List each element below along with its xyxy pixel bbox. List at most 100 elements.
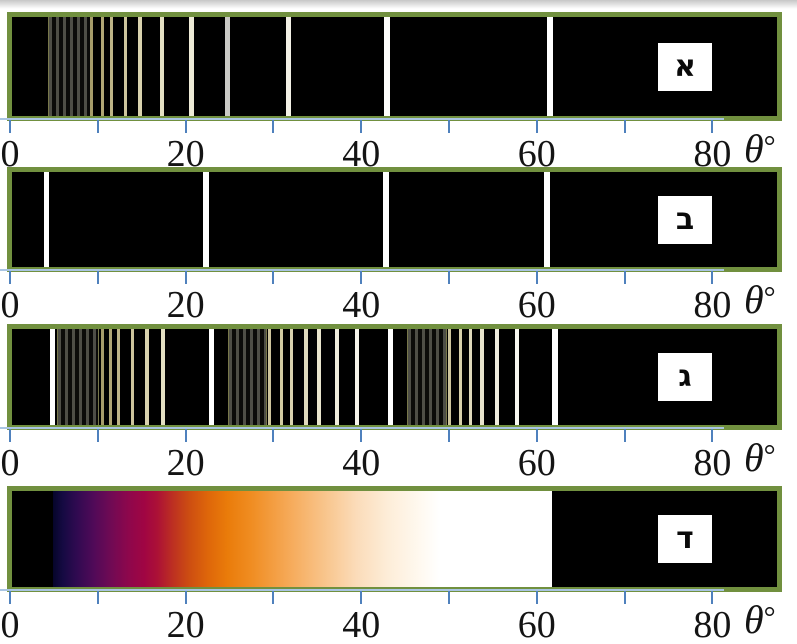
- theta-axis-tick: [535, 591, 538, 604]
- panel-label-letter: ב: [675, 202, 695, 237]
- spectrum-strip-inner: ג: [12, 329, 777, 425]
- theta-axis-line: [0, 269, 724, 271]
- spectral-line: [225, 17, 231, 116]
- spectral-line: [458, 329, 462, 425]
- theta-axis-tick: [711, 120, 714, 133]
- theta-axis-tick: [711, 271, 714, 284]
- spectral-line: [268, 329, 272, 425]
- spectral-line: [387, 329, 393, 425]
- theta-axis-tick-label: 0: [0, 442, 20, 484]
- theta-axis-tick: [9, 591, 11, 604]
- theta-axis-tick-label: 60: [517, 133, 556, 175]
- theta-axis-tick-label: 80: [693, 284, 732, 326]
- panel-label-letter: ג: [678, 359, 692, 394]
- theta-axis-tick: [535, 271, 538, 284]
- theta-axis-tick-label: 60: [517, 442, 556, 484]
- theta-axis-tick-label: 0: [0, 284, 20, 326]
- spectral-line: [334, 329, 339, 425]
- theta-axis-tick: [360, 591, 363, 604]
- theta-axis-tick: [96, 271, 99, 284]
- theta-axis-tick-label: 20: [166, 442, 205, 484]
- theta-axis-tick-label: 20: [166, 604, 205, 644]
- theta-axis-tick: [184, 271, 187, 284]
- theta-symbol: θ: [744, 126, 764, 171]
- theta-axis-line: [0, 118, 724, 120]
- theta-axis-tick: [448, 120, 450, 133]
- theta-axis-tick: [535, 120, 538, 133]
- theta-axis-tick: [272, 591, 275, 604]
- theta-axis-tick: [272, 429, 275, 442]
- theta-axis-tick: [96, 120, 99, 133]
- spectral-line: [209, 329, 215, 425]
- spectral-line: [100, 17, 104, 116]
- theta-axis-line: [0, 427, 724, 429]
- spectrum-strip-frame: ב: [7, 167, 782, 272]
- theta-axis-tick: [623, 591, 626, 604]
- theta-axis-tick: [272, 120, 275, 133]
- panel-label-letter: א: [674, 49, 696, 84]
- theta-symbol: θ: [744, 597, 764, 642]
- spectral-line: [514, 329, 519, 425]
- theta-axis-tick-label: 20: [166, 133, 205, 175]
- theta-axis-tick: [9, 271, 11, 284]
- spectral-line: [279, 329, 283, 425]
- spectral-line: [123, 17, 127, 116]
- theta-axis-tick-label: 80: [693, 442, 732, 484]
- spectral-line: [495, 329, 500, 425]
- spectral-line: [317, 329, 322, 425]
- theta-axis-tick: [272, 271, 275, 284]
- spectral-line: [100, 329, 104, 425]
- degree-sign: °: [763, 281, 776, 314]
- theta-axis-tick-label: 0: [0, 604, 20, 644]
- theta-axis-tick: [448, 429, 450, 442]
- theta-axis-tick: [623, 429, 626, 442]
- spectral-line: [43, 172, 49, 267]
- spectral-line: [544, 172, 551, 267]
- spectral-line: [110, 17, 114, 116]
- theta-axis-unit-label: θ°: [744, 600, 776, 640]
- spectral-line: [547, 17, 553, 116]
- theta-axis-tick: [360, 429, 363, 442]
- theta-axis-unit-label: θ°: [744, 129, 776, 169]
- degree-sign: °: [763, 601, 776, 634]
- theta-axis-tick: [9, 120, 11, 133]
- spectrum-strip-frame: ג: [7, 324, 782, 430]
- spectral-line: [382, 172, 389, 267]
- spectrum-strip-inner: ב: [12, 172, 777, 267]
- line-cluster: [57, 329, 99, 425]
- spectrum-strip-frame: א: [7, 12, 782, 121]
- spectral-line: [137, 17, 142, 116]
- theta-axis-tick-label: 40: [342, 604, 381, 644]
- theta-axis-line: [0, 589, 724, 591]
- theta-axis-tick-label: 20: [166, 284, 205, 326]
- line-cluster: [47, 17, 92, 116]
- theta-axis-tick: [535, 429, 538, 442]
- continuous-spectrum-gradient: [53, 491, 552, 587]
- theta-axis-tick-label: 80: [693, 604, 732, 644]
- spectral-line: [285, 17, 291, 116]
- spectral-line: [303, 329, 308, 425]
- spectrum-strip-inner: ד: [12, 491, 777, 587]
- theta-symbol: θ: [744, 277, 764, 322]
- line-cluster: [227, 329, 267, 425]
- spectrum-strip-inner: א: [12, 17, 777, 116]
- spectral-line: [90, 17, 94, 116]
- theta-axis-tick: [96, 591, 99, 604]
- spectral-line: [480, 329, 485, 425]
- line-cluster: [406, 329, 447, 425]
- spectral-line: [468, 329, 472, 425]
- theta-axis-tick: [448, 591, 450, 604]
- theta-axis-tick-label: 40: [342, 442, 381, 484]
- theta-axis-tick-label: 40: [342, 284, 381, 326]
- spectral-line: [448, 329, 452, 425]
- panel-label-box: ג: [658, 353, 712, 401]
- theta-axis-tick-label: 80: [693, 133, 732, 175]
- spectral-line: [383, 17, 390, 116]
- panel-label-box: ב: [658, 196, 712, 244]
- spectral-line: [290, 329, 294, 425]
- theta-axis-tick: [623, 120, 626, 133]
- theta-axis-unit-label: θ°: [744, 280, 776, 320]
- top-edge-shadow: [0, 0, 797, 9]
- spectral-line: [189, 17, 195, 116]
